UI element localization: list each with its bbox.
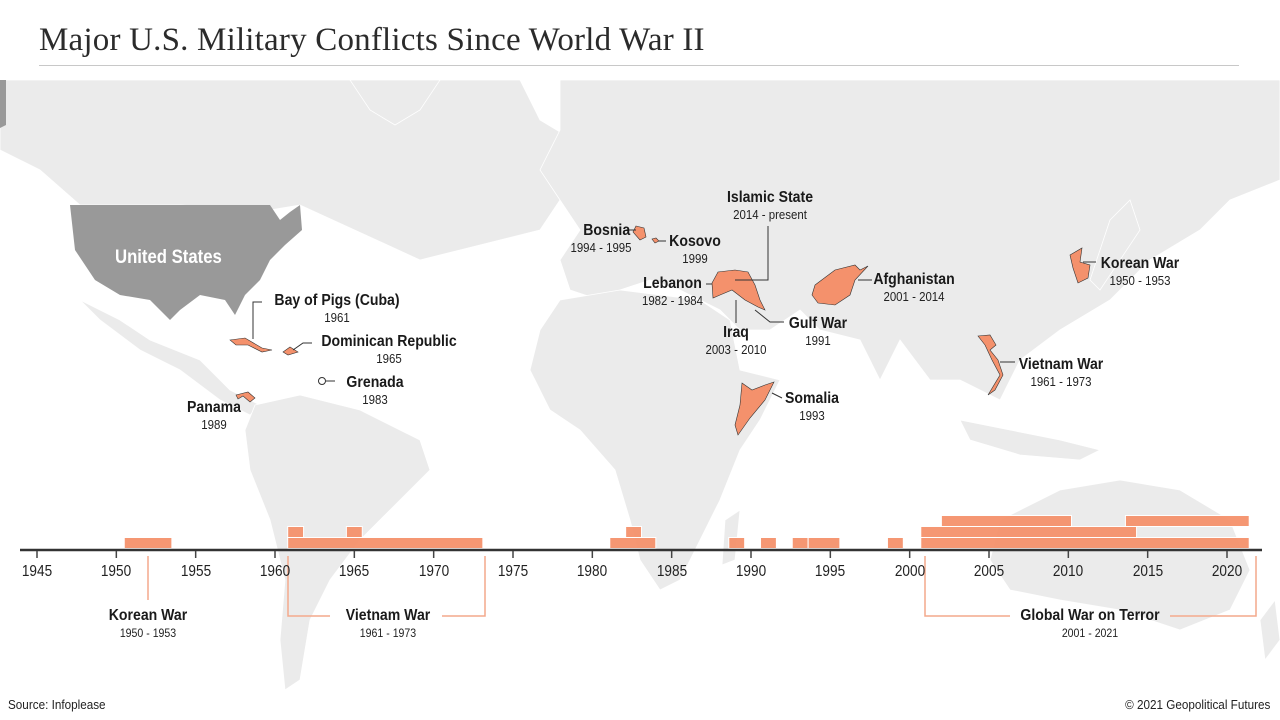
label-vietnam-war-map: Vietnam War 1961 - 1973 (1018, 356, 1104, 389)
timeline-bar (760, 537, 777, 549)
vietnam-shape (977, 334, 1004, 396)
bracket-label-vietnam-war: Vietnam War 1961 - 1973 (345, 607, 431, 640)
timeline-bar (287, 526, 305, 538)
bracket-label-global-war-on-terror: Global War on Terror 2001 - 2021 (1020, 607, 1160, 640)
timeline-chart (20, 515, 1262, 617)
label-gulf-war: Gulf War 1991 (788, 315, 848, 348)
dominican-republic-shape (282, 346, 299, 356)
title-divider (39, 65, 1239, 66)
label-kosovo: Kosovo 1999 (669, 233, 721, 266)
grenada-marker (318, 377, 326, 385)
timeline-bar (920, 526, 1138, 538)
timeline-bar (940, 515, 1073, 527)
label-panama: Panama 1989 (186, 399, 242, 432)
axis-tick-label: 1955 (180, 563, 211, 580)
afghanistan-shape (811, 264, 869, 306)
axis-tick-label: 1960 (259, 563, 291, 580)
axis-tick-label: 1990 (735, 563, 767, 580)
greenland (349, 80, 441, 126)
timeline-bar (920, 537, 1250, 549)
axis-tick-label: 1985 (656, 563, 687, 580)
bracket-label-korean-war: Korean War 1950 - 1953 (108, 607, 188, 640)
united-states-shape (70, 205, 302, 320)
japan (1089, 199, 1141, 291)
label-islamic-state: Islamic State 2014 - present (726, 189, 814, 222)
united-states-label: United States (115, 247, 222, 268)
korea-shape (1069, 247, 1091, 284)
indonesia (959, 419, 1102, 461)
leader-islamic-state (735, 226, 769, 281)
bracket-global-war-on-terror (924, 556, 1257, 617)
timeline-bar (807, 537, 841, 549)
leader-dominican (292, 342, 312, 351)
timeline-ticks (36, 551, 1228, 558)
label-afghanistan: Afghanistan 2001 - 2014 (873, 271, 955, 304)
label-grenada: Grenada 1983 (346, 374, 404, 407)
panama-shape (235, 391, 256, 403)
axis-tick-label: 2005 (973, 563, 1005, 580)
timeline-bar (123, 537, 173, 549)
leader-bay-of-pigs (252, 301, 262, 339)
alaska-shape (0, 80, 6, 128)
label-korean-war-map: Korean War 1950 - 1953 (1100, 255, 1180, 288)
timeline-bars (123, 515, 1250, 549)
timeline-bar (345, 526, 363, 538)
axis-tick-label: 1995 (815, 563, 846, 580)
axis-tick-label: 1970 (418, 563, 449, 580)
timeline-bar (728, 537, 746, 549)
timeline-bar (886, 537, 904, 549)
axis-tick-label: 2020 (1211, 563, 1243, 580)
axis-tick-label: 1950 (101, 563, 132, 580)
axis-tick-label: 1945 (21, 563, 53, 580)
leader-somalia (771, 392, 783, 399)
timeline-bar (287, 537, 484, 549)
label-iraq: Iraq 2003 - 2010 (705, 324, 767, 357)
label-bay-of-pigs: Bay of Pigs (Cuba) 1961 (274, 292, 400, 325)
timeline-bar (625, 526, 643, 538)
timeline-bar (791, 537, 809, 549)
axis-tick-label: 2010 (1053, 563, 1084, 580)
axis-tick-label: 1975 (497, 563, 529, 580)
copyright-note: © 2021 Geopolitical Futures (1124, 697, 1270, 712)
bracket-vietnam-war (287, 556, 486, 617)
cuba-shape (229, 337, 273, 353)
timeline-bar (1124, 515, 1250, 527)
label-somalia: Somalia 1993 (784, 390, 839, 423)
page-title: Major U.S. Military Conflicts Since Worl… (39, 22, 705, 58)
source-note: Source: Infoplease (8, 697, 106, 712)
bosnia-shape (632, 225, 647, 241)
africa (529, 289, 781, 591)
label-dominican-republic: Dominican Republic 1965 (321, 333, 457, 366)
axis-tick-label: 1965 (339, 563, 370, 580)
axis-tick-label: 2015 (1132, 563, 1163, 580)
leader-gulf-war (754, 309, 784, 323)
eurasia (539, 80, 1280, 401)
new-zealand (1259, 598, 1280, 662)
somalia-shape (734, 381, 775, 436)
label-bosnia: Bosnia 1994 - 1995 (570, 222, 632, 255)
axis-tick-label: 1980 (577, 563, 608, 580)
axis-tick-label: 2000 (894, 563, 925, 580)
label-lebanon: Lebanon 1982 - 1984 (641, 275, 704, 308)
timeline-bar (609, 537, 657, 549)
